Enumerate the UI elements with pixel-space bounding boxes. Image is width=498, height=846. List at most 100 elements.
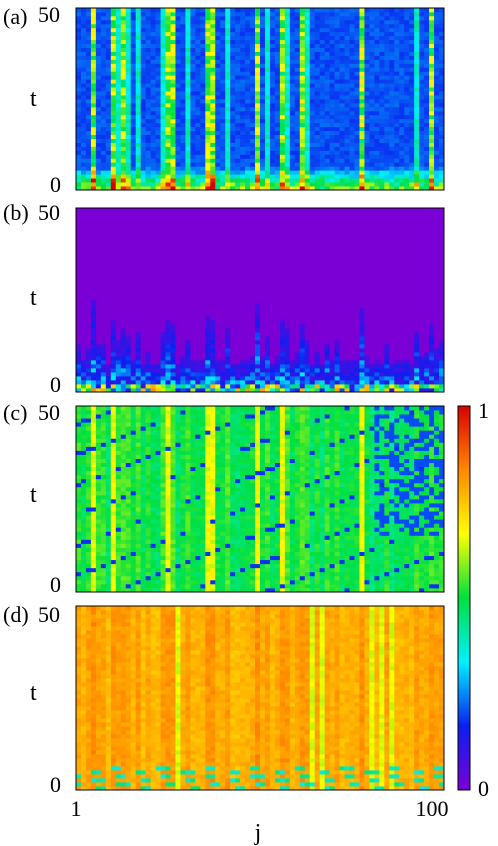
heatmap-cell xyxy=(245,368,251,373)
heatmap-cell xyxy=(324,348,331,353)
heatmap-cell xyxy=(190,372,196,377)
heatmap-cell xyxy=(250,63,256,68)
heatmap-cell xyxy=(130,79,137,84)
heatmap-cell xyxy=(269,110,276,116)
heatmap-cell xyxy=(414,91,420,96)
heatmap-cell xyxy=(414,51,420,56)
heatmap-cell xyxy=(299,162,306,167)
heatmap-cell xyxy=(110,47,117,52)
heatmap-cell xyxy=(304,114,311,120)
heatmap-cell xyxy=(354,71,360,76)
heatmap-cell xyxy=(324,19,331,25)
heatmap-cell xyxy=(225,332,231,337)
heatmap-cell xyxy=(235,364,241,369)
heatmap-cell xyxy=(130,376,137,381)
heatmap-cell xyxy=(334,71,340,76)
heatmap-cell xyxy=(299,75,306,80)
heatmap-cell xyxy=(314,59,321,64)
heatmap-cell xyxy=(364,320,370,325)
heatmap-cell xyxy=(235,308,241,313)
heatmap-cell xyxy=(419,158,425,163)
heatmap-cell xyxy=(165,71,171,76)
heatmap-cell xyxy=(165,102,171,108)
heatmap-cell xyxy=(185,134,191,139)
heatmap-cell xyxy=(195,102,201,108)
heatmap-cell xyxy=(434,126,440,132)
heatmap-cell xyxy=(324,27,331,33)
heatmap-cell xyxy=(215,182,221,187)
heatmap-cell xyxy=(180,11,186,17)
heatmap-cell xyxy=(105,87,112,92)
heatmap-cell xyxy=(190,170,196,175)
heatmap-cell xyxy=(240,79,246,84)
heatmap-cell xyxy=(80,166,87,171)
heatmap-cell xyxy=(394,59,400,64)
heatmap-cell xyxy=(155,43,161,48)
heatmap-cell xyxy=(354,328,360,333)
heatmap-cell xyxy=(299,118,306,124)
heatmap-cell xyxy=(299,43,306,48)
heatmap-cell xyxy=(399,71,405,76)
heatmap-cell xyxy=(304,182,311,187)
heatmap-cell xyxy=(419,178,425,183)
heatmap-cell xyxy=(379,352,385,357)
heatmap-cell xyxy=(205,75,211,80)
heatmap-cell xyxy=(264,51,271,56)
heatmap-cell xyxy=(419,332,425,337)
heatmap-cell xyxy=(90,31,97,37)
heatmap-cell xyxy=(394,324,400,329)
heatmap-cell xyxy=(309,83,316,88)
heatmap-cell xyxy=(160,178,166,183)
heatmap-cell xyxy=(150,114,156,120)
heatmap-cell xyxy=(260,91,266,96)
heatmap-cell xyxy=(230,332,236,337)
heatmap-cell xyxy=(100,332,107,337)
heatmap-cell xyxy=(274,158,281,163)
heatmap-cell xyxy=(150,35,156,41)
heatmap-cell xyxy=(364,368,370,373)
heatmap-cell xyxy=(379,182,385,187)
heatmap-cell xyxy=(344,95,350,100)
heatmap-cell xyxy=(165,87,171,92)
heatmap-cell xyxy=(200,312,206,317)
heatmap-cell xyxy=(210,106,216,112)
heatmap-cell xyxy=(294,316,301,321)
heatmap-cell xyxy=(429,99,435,104)
heatmap-cell xyxy=(155,102,161,108)
heatmap-cell xyxy=(110,23,117,29)
heatmap-cell xyxy=(130,91,137,96)
heatmap-cell xyxy=(150,312,156,317)
heatmap-cell xyxy=(349,154,355,159)
heatmap-cell xyxy=(304,63,311,68)
heatmap-cell xyxy=(155,344,161,349)
heatmap-cell xyxy=(344,83,350,88)
heatmap-cell xyxy=(80,110,87,116)
heatmap-cell xyxy=(279,31,286,37)
heatmap-cell xyxy=(200,154,206,159)
heatmap-cell xyxy=(150,118,156,124)
heatmap-cell xyxy=(215,352,221,357)
heatmap-cell xyxy=(314,356,321,361)
heatmap-cell xyxy=(294,122,301,128)
heatmap-cell xyxy=(414,39,420,45)
heatmap-cell xyxy=(130,51,137,56)
heatmap-cell xyxy=(125,51,132,56)
heatmap-cell xyxy=(210,114,216,120)
heatmap-cell xyxy=(329,27,335,33)
heatmap-cell xyxy=(95,166,102,171)
heatmap-cell xyxy=(115,95,122,100)
heatmap-cell xyxy=(215,186,221,191)
heatmap-cell xyxy=(245,110,251,116)
heatmap-cell xyxy=(95,130,102,136)
heatmap-cell xyxy=(260,170,266,175)
heatmap-cell xyxy=(384,8,390,13)
heatmap-cell xyxy=(439,118,445,124)
heatmap-cell xyxy=(414,316,420,321)
heatmap-cell xyxy=(220,19,226,25)
heatmap-cell xyxy=(389,106,395,112)
heatmap-cell xyxy=(150,372,156,377)
heatmap-cell xyxy=(374,11,380,17)
heatmap-cell xyxy=(195,87,201,92)
heatmap-cell xyxy=(269,316,276,321)
heatmap-cell xyxy=(409,380,415,385)
